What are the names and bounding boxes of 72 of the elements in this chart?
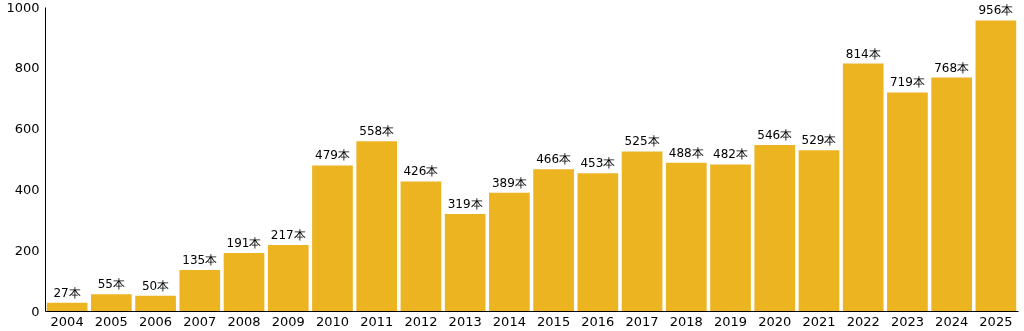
bar bbox=[91, 294, 132, 311]
y-tick-label: 0 bbox=[31, 303, 40, 319]
x-tick-label: 2015 bbox=[537, 313, 571, 329]
data-label: 217本 bbox=[270, 228, 306, 243]
bar bbox=[444, 214, 486, 311]
data-label: 768本 bbox=[934, 60, 970, 75]
data-label: 135本 bbox=[182, 252, 218, 267]
x-tick-label: 2008 bbox=[227, 313, 261, 329]
x-tick-label: 2017 bbox=[625, 313, 659, 329]
data-label: 55本 bbox=[97, 277, 125, 292]
bar bbox=[223, 252, 265, 311]
bar bbox=[887, 92, 928, 311]
data-label: 814本 bbox=[845, 46, 881, 61]
bar bbox=[665, 162, 707, 311]
bar bbox=[267, 245, 309, 311]
bar bbox=[621, 151, 663, 311]
bar bbox=[356, 141, 398, 311]
data-label: 482本 bbox=[713, 147, 748, 162]
y-tick-label: 200 bbox=[14, 242, 40, 258]
bar bbox=[931, 77, 972, 311]
bar bbox=[710, 164, 751, 311]
x-tick-label: 2011 bbox=[360, 313, 394, 329]
x-tick-label: 2016 bbox=[581, 313, 615, 329]
bar bbox=[975, 20, 1017, 311]
bar bbox=[533, 169, 574, 311]
x-tick-label: 2005 bbox=[94, 313, 128, 329]
data-label: 479本 bbox=[315, 148, 350, 163]
bar bbox=[400, 181, 442, 311]
bar bbox=[577, 173, 619, 311]
data-label: 50本 bbox=[141, 278, 170, 293]
x-tick-label: 2006 bbox=[139, 313, 173, 329]
x-tick-label: 2009 bbox=[271, 313, 305, 329]
data-label: 529本 bbox=[801, 133, 837, 148]
data-label: 488本 bbox=[668, 145, 704, 160]
y-tick-label: 600 bbox=[14, 121, 40, 137]
data-label: 191本 bbox=[226, 235, 262, 250]
bar bbox=[798, 150, 840, 311]
x-tick-label: 2023 bbox=[890, 313, 924, 329]
x-tick-label: 2020 bbox=[758, 313, 792, 329]
bar bbox=[179, 269, 221, 311]
x-tick-label: 2007 bbox=[183, 313, 217, 329]
y-tick-label: 1000 bbox=[6, 0, 40, 15]
x-tick-label: 2010 bbox=[315, 313, 350, 329]
data-label: 525本 bbox=[624, 134, 660, 149]
bar bbox=[842, 63, 884, 311]
x-tick-label: 2004 bbox=[50, 313, 84, 329]
data-label: 319本 bbox=[447, 197, 483, 212]
x-tick-label: 2025 bbox=[979, 313, 1013, 329]
data-label: 389本 bbox=[491, 175, 527, 190]
x-tick-label: 2019 bbox=[713, 313, 748, 329]
bar bbox=[46, 302, 88, 311]
x-tick-label: 2024 bbox=[935, 313, 969, 329]
x-tick-label: 2018 bbox=[669, 313, 703, 329]
x-tick-label: 2012 bbox=[404, 313, 438, 329]
x-tick-label: 2014 bbox=[492, 313, 526, 329]
x-tick-label: 2022 bbox=[846, 313, 880, 329]
data-label: 466本 bbox=[536, 152, 572, 167]
data-label: 956本 bbox=[978, 3, 1014, 18]
data-label: 27本 bbox=[53, 285, 81, 300]
bar bbox=[312, 165, 353, 311]
y-tick-label: 800 bbox=[14, 60, 40, 76]
bar bbox=[489, 192, 530, 311]
x-tick-label: 2021 bbox=[802, 313, 836, 329]
bar bbox=[754, 145, 796, 311]
data-label: 546本 bbox=[757, 128, 793, 143]
data-label: 558本 bbox=[359, 124, 395, 139]
data-label: 426本 bbox=[403, 164, 439, 179]
data-label: 719本 bbox=[889, 75, 925, 90]
y-tick-label: 400 bbox=[14, 181, 40, 197]
bar bbox=[135, 295, 176, 311]
data-label: 453本 bbox=[580, 156, 616, 171]
x-tick-label: 2013 bbox=[448, 313, 482, 329]
